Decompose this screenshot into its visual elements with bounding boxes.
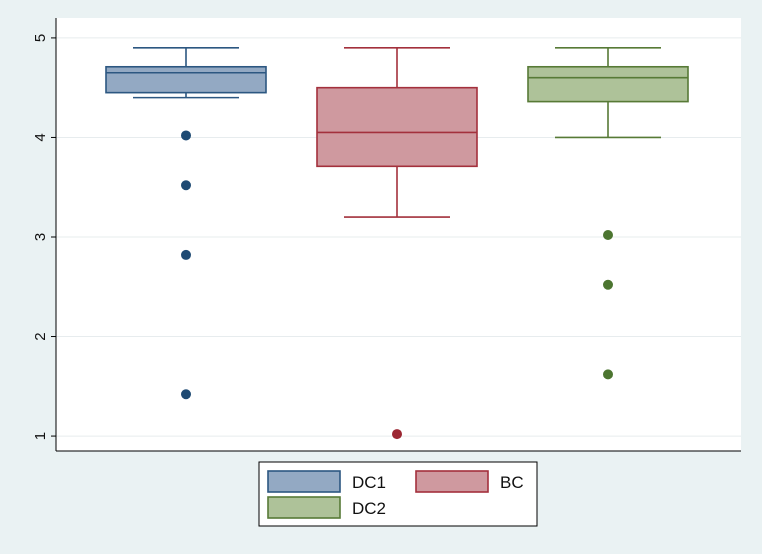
outlier-point	[603, 229, 613, 240]
outlier-point	[603, 369, 613, 380]
iqr-box	[316, 86, 478, 168]
outlier-point	[181, 389, 191, 400]
legend-swatch	[415, 470, 489, 493]
legend-item-bc: BC	[415, 470, 524, 493]
outlier-point	[181, 130, 191, 141]
outlier-point	[392, 429, 402, 440]
legend-label: BC	[500, 473, 524, 492]
legend-label: DC1	[352, 473, 386, 492]
legend-item-dc2: DC2	[267, 496, 386, 519]
iqr-box	[105, 65, 267, 94]
box-dc1	[105, 47, 267, 400]
legend-swatch	[267, 470, 341, 493]
box-series	[105, 47, 689, 440]
y-tick-label: 2	[32, 332, 49, 340]
legend-item-dc1: DC1	[267, 470, 386, 493]
box-bc	[316, 47, 478, 440]
legend: DC1 BC DC2	[258, 461, 538, 527]
y-tick-label: 4	[32, 133, 49, 141]
outlier-point	[603, 279, 613, 290]
iqr-box	[527, 65, 689, 103]
box-dc2	[527, 47, 689, 380]
y-tick-label: 3	[32, 233, 49, 241]
y-tick-label: 5	[32, 34, 49, 42]
outlier-point	[181, 249, 191, 260]
legend-label: DC2	[352, 499, 386, 518]
outlier-point	[181, 180, 191, 191]
legend-swatch	[267, 496, 341, 519]
y-axis: 1 2 3 4 5	[32, 34, 56, 440]
y-tick-label: 1	[32, 432, 49, 440]
